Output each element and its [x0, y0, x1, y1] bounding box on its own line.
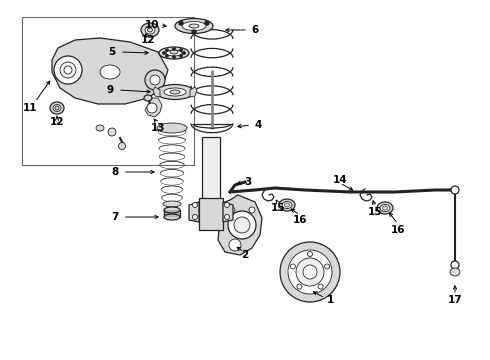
Circle shape: [60, 62, 76, 78]
Circle shape: [193, 215, 197, 220]
Bar: [202, 137, 220, 202]
Circle shape: [234, 217, 250, 233]
Circle shape: [296, 258, 324, 286]
Circle shape: [451, 186, 459, 194]
Circle shape: [280, 242, 340, 302]
Circle shape: [228, 211, 256, 239]
Circle shape: [324, 264, 330, 269]
Bar: [22, 17, 194, 165]
Ellipse shape: [100, 65, 120, 79]
Circle shape: [303, 265, 317, 279]
Text: 3: 3: [245, 177, 252, 187]
Circle shape: [173, 48, 175, 50]
Ellipse shape: [53, 104, 61, 112]
Polygon shape: [145, 98, 162, 117]
Circle shape: [180, 55, 182, 57]
Ellipse shape: [156, 85, 194, 99]
Circle shape: [54, 56, 82, 84]
Circle shape: [451, 261, 459, 269]
Circle shape: [308, 252, 313, 256]
Circle shape: [229, 207, 235, 213]
Ellipse shape: [166, 50, 182, 56]
Polygon shape: [223, 202, 233, 222]
Circle shape: [119, 143, 125, 149]
Circle shape: [249, 207, 255, 213]
Circle shape: [297, 284, 302, 289]
Ellipse shape: [144, 95, 152, 101]
Ellipse shape: [282, 202, 292, 208]
Text: 16: 16: [293, 215, 307, 225]
Circle shape: [108, 128, 116, 136]
Text: 14: 14: [333, 175, 347, 185]
Ellipse shape: [159, 47, 189, 59]
Text: 10: 10: [145, 20, 159, 30]
Ellipse shape: [96, 125, 104, 131]
Ellipse shape: [285, 203, 290, 207]
Circle shape: [150, 75, 160, 85]
Circle shape: [193, 202, 197, 207]
Polygon shape: [52, 38, 168, 104]
Circle shape: [173, 56, 175, 58]
Text: 2: 2: [242, 250, 248, 260]
Circle shape: [163, 52, 165, 54]
Text: 16: 16: [391, 225, 405, 235]
Text: 4: 4: [254, 120, 262, 130]
Circle shape: [64, 66, 72, 74]
Polygon shape: [153, 87, 160, 97]
Text: 1: 1: [326, 295, 334, 305]
Circle shape: [224, 215, 229, 220]
Ellipse shape: [55, 106, 59, 110]
Circle shape: [224, 202, 229, 207]
Ellipse shape: [141, 23, 159, 37]
Circle shape: [145, 70, 165, 90]
Text: 11: 11: [23, 103, 37, 113]
Text: 17: 17: [448, 295, 462, 305]
Text: 12: 12: [141, 35, 155, 45]
Ellipse shape: [279, 199, 295, 211]
Text: 15: 15: [271, 203, 285, 213]
Ellipse shape: [164, 207, 180, 213]
Circle shape: [318, 284, 323, 289]
Circle shape: [166, 55, 168, 57]
Ellipse shape: [147, 28, 152, 32]
Ellipse shape: [164, 214, 180, 220]
Circle shape: [192, 30, 196, 34]
Ellipse shape: [182, 22, 206, 31]
Text: 6: 6: [251, 25, 259, 35]
Ellipse shape: [175, 18, 213, 33]
Polygon shape: [190, 87, 197, 97]
Ellipse shape: [50, 102, 64, 114]
Circle shape: [183, 52, 185, 54]
Polygon shape: [189, 202, 199, 222]
Text: 12: 12: [50, 117, 64, 127]
Ellipse shape: [383, 206, 388, 210]
Text: 7: 7: [111, 212, 119, 222]
Ellipse shape: [157, 123, 187, 133]
Text: 15: 15: [368, 207, 382, 217]
Text: 5: 5: [108, 47, 116, 57]
Circle shape: [180, 49, 182, 51]
Circle shape: [291, 264, 295, 269]
Circle shape: [205, 21, 209, 25]
Ellipse shape: [164, 88, 186, 96]
Ellipse shape: [145, 26, 155, 34]
Ellipse shape: [170, 50, 178, 54]
Ellipse shape: [163, 201, 181, 207]
Circle shape: [166, 49, 168, 51]
Polygon shape: [218, 195, 262, 255]
Text: 13: 13: [151, 123, 165, 133]
Bar: [199, 198, 223, 230]
Circle shape: [229, 239, 241, 251]
Ellipse shape: [450, 268, 460, 276]
Circle shape: [179, 21, 183, 25]
Ellipse shape: [377, 202, 393, 214]
Ellipse shape: [380, 204, 390, 212]
Text: 9: 9: [106, 85, 114, 95]
Ellipse shape: [189, 24, 199, 28]
Circle shape: [288, 250, 332, 294]
Circle shape: [147, 103, 157, 113]
Text: 8: 8: [111, 167, 119, 177]
Ellipse shape: [170, 90, 180, 94]
